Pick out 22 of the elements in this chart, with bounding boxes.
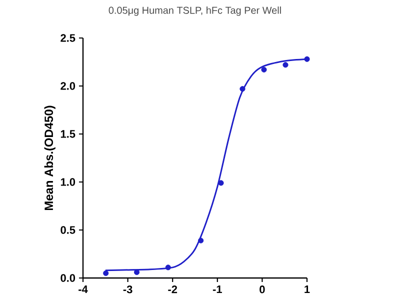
y-tick-label: 0.5 [60, 226, 76, 234]
y-tick-label: 0.0 [60, 274, 76, 282]
y-tick-label: 2.0 [60, 82, 76, 90]
point [261, 66, 267, 72]
point [304, 56, 310, 62]
point [103, 270, 109, 276]
x-tick-label: -1 [212, 286, 222, 294]
y-tick-label: 2.5 [60, 34, 76, 42]
chart-title: 0.05μg Human TSLP, hFc Tag Per Well [108, 6, 281, 16]
x-tick-label: -2 [168, 286, 178, 294]
point [218, 180, 224, 186]
y-axis-title: Mean Abs.(OD450) [44, 106, 56, 210]
x-tick-label: 0 [260, 286, 265, 294]
y-tick-label: 1.0 [60, 178, 76, 186]
point [165, 264, 171, 270]
x-tick-label: -3 [123, 286, 132, 294]
point [240, 86, 246, 92]
y-tick-label: 1.5 [60, 130, 76, 138]
x-tick-label: 1 [304, 286, 310, 294]
point [282, 62, 288, 68]
point [198, 238, 204, 244]
x-tick-label: -4 [78, 286, 88, 294]
